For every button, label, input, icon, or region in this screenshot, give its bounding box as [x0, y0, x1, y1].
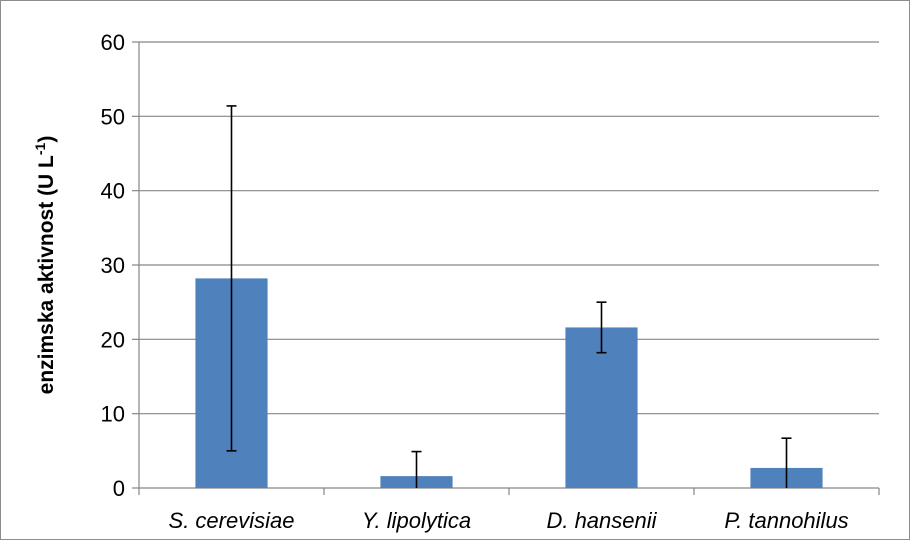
y-tick-label: 30 [101, 253, 125, 278]
y-axis-title-superscript: -1 [32, 142, 48, 155]
error-bars [226, 105, 792, 488]
x-category-label: P. tannohilus [724, 508, 848, 533]
x-category-label: D. hansenii [546, 508, 657, 533]
y-tick-label: 0 [113, 476, 125, 501]
y-tick-label: 40 [101, 179, 125, 204]
y-tick-labels: 0 10 20 30 40 50 60 [101, 30, 125, 501]
bars [195, 278, 823, 488]
y-tick-label: 10 [101, 402, 125, 427]
x-category-label: S. cerevisiae [169, 508, 295, 533]
y-axis-title: enzimska aktivnost (U L-1) [32, 136, 58, 395]
x-category-label: Y. lipolytica [362, 508, 471, 533]
y-axis-title-close: ) [35, 136, 58, 143]
bar [565, 327, 638, 488]
y-tick-label: 60 [101, 30, 125, 55]
x-category-labels: S. cerevisiae Y. lipolytica D. hansenii P. … [169, 508, 849, 533]
y-axis-title-main: enzimska aktivnost (U L [35, 155, 58, 394]
y-tick-label: 20 [101, 327, 125, 352]
y-tick-label: 50 [101, 104, 125, 129]
